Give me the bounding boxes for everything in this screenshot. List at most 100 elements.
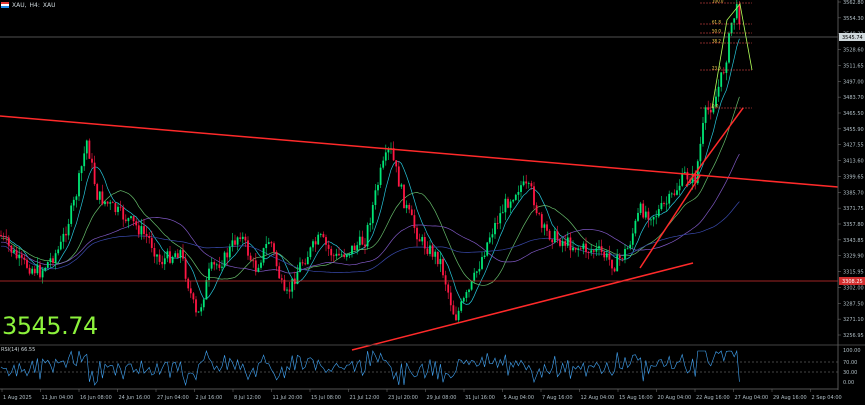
- price-tick-label: 3497.00: [843, 79, 864, 85]
- time-tick-label: 20 Aug 04:00: [658, 395, 692, 401]
- candle-body: [140, 226, 143, 235]
- candle-body: [577, 248, 580, 250]
- price-tick-label: 3287.50: [843, 301, 864, 307]
- candle-body: [88, 140, 91, 159]
- candle-body: [470, 281, 473, 290]
- fib-level-label: 38.2: [712, 39, 721, 44]
- candle-body: [114, 203, 117, 213]
- steep-trendline-2[interactable]: [685, 107, 744, 187]
- candle-body: [717, 86, 720, 97]
- candle-body: [176, 253, 179, 258]
- time-tick-label: 11 Jun 04:00: [42, 395, 74, 401]
- timeframe-label: H4:: [29, 1, 40, 9]
- candle-body: [119, 206, 122, 208]
- description-label: XAU: [42, 1, 56, 9]
- candle-body: [33, 268, 36, 274]
- candle-body: [54, 253, 57, 263]
- candle-body: [436, 251, 439, 265]
- candle-body: [41, 270, 44, 278]
- candle-body: [538, 213, 541, 215]
- candle-body: [20, 254, 23, 258]
- time-tick-label: 27 Aug 04:00: [735, 395, 769, 401]
- level-marker: [839, 277, 865, 285]
- candle-body: [135, 221, 138, 226]
- candle-body: [452, 305, 455, 315]
- candle-body: [226, 252, 229, 258]
- steep-trendline-1[interactable]: [639, 175, 701, 269]
- candle-body: [522, 181, 525, 186]
- time-tick-label: 2 Jul 16:00: [196, 395, 223, 401]
- candle-body: [91, 158, 93, 163]
- candle-body: [122, 207, 125, 220]
- candle-body: [410, 209, 413, 216]
- candle-body: [325, 237, 327, 245]
- candle-body: [501, 212, 504, 214]
- price-tick-label: 3562.80: [843, 0, 864, 6]
- time-tick-label: 11 Jul 20:00: [273, 395, 303, 401]
- time-scale[interactable]: 1 Aug 2025 11 Jun 04:00 16 Jun 08:00 24 Jun…: [1, 389, 842, 401]
- candle-body: [39, 264, 41, 278]
- candle-body: [626, 248, 629, 250]
- candle-body: [361, 236, 364, 245]
- candle-body: [670, 193, 673, 195]
- time-tick-label: 27 Jun 04:00: [157, 395, 189, 401]
- price-tick-label: 3329.90: [843, 254, 864, 260]
- candle-body: [676, 190, 678, 195]
- candle-body: [483, 255, 486, 258]
- current-price-marker: [839, 33, 865, 41]
- candle-body: [600, 246, 603, 253]
- lower-trendline[interactable]: [351, 262, 694, 351]
- candle-body: [327, 244, 330, 249]
- candle-body: [314, 241, 317, 245]
- price-tick-label: 3302.00: [843, 285, 864, 291]
- candle-body: [694, 173, 697, 184]
- price-tick-label: 3357.80: [843, 222, 864, 228]
- candle-body: [345, 254, 348, 258]
- candle-body: [317, 234, 320, 245]
- candle-body: [611, 259, 613, 269]
- fib-level-label: 61.8: [712, 20, 721, 25]
- candle-body: [156, 254, 158, 257]
- candle-body: [397, 166, 400, 187]
- candle-body: [244, 236, 247, 241]
- candle-body: [330, 248, 333, 256]
- candle-body: [561, 241, 564, 246]
- candle-body: [351, 245, 353, 254]
- candle-body: [93, 162, 96, 185]
- candle-body: [23, 257, 26, 260]
- candle-body: [421, 237, 424, 242]
- candle-body: [608, 253, 611, 260]
- candle-body: [447, 284, 450, 293]
- candle-body: [78, 173, 80, 197]
- candle-body: [696, 161, 699, 184]
- candle-body: [239, 237, 242, 239]
- candle-body: [473, 272, 476, 282]
- candle-body: [267, 242, 270, 244]
- candle-body: [564, 241, 567, 246]
- fibonacci-retracement[interactable]: 100.0 61.8 50.0 38.2 23.6 0.0: [700, 0, 753, 109]
- candle-body: [309, 247, 312, 258]
- price-scale[interactable]: 3562.803554.303540.213528.603511.653497.…: [838, 0, 865, 339]
- candle-body: [525, 181, 528, 184]
- candle-body: [481, 257, 483, 269]
- candle-body: [395, 160, 398, 167]
- candle-body: [234, 240, 236, 245]
- current-price-marker-label: 3545.74: [842, 35, 863, 41]
- candle-body: [260, 262, 262, 268]
- upper-trendline[interactable]: [0, 115, 839, 188]
- time-tick-label: 15 Jul 08:00: [311, 395, 341, 401]
- candle-body: [15, 250, 18, 259]
- candle-body: [559, 239, 561, 246]
- candle-body: [200, 307, 203, 312]
- candles: [0, 0, 741, 324]
- flag-icon: [1, 2, 9, 8]
- candle-body: [457, 310, 460, 321]
- candle-body: [153, 247, 156, 257]
- candle-body: [712, 106, 715, 113]
- candle-body: [10, 245, 13, 253]
- candle-body: [637, 212, 639, 221]
- candle-body: [574, 247, 577, 250]
- candle-body: [704, 107, 707, 123]
